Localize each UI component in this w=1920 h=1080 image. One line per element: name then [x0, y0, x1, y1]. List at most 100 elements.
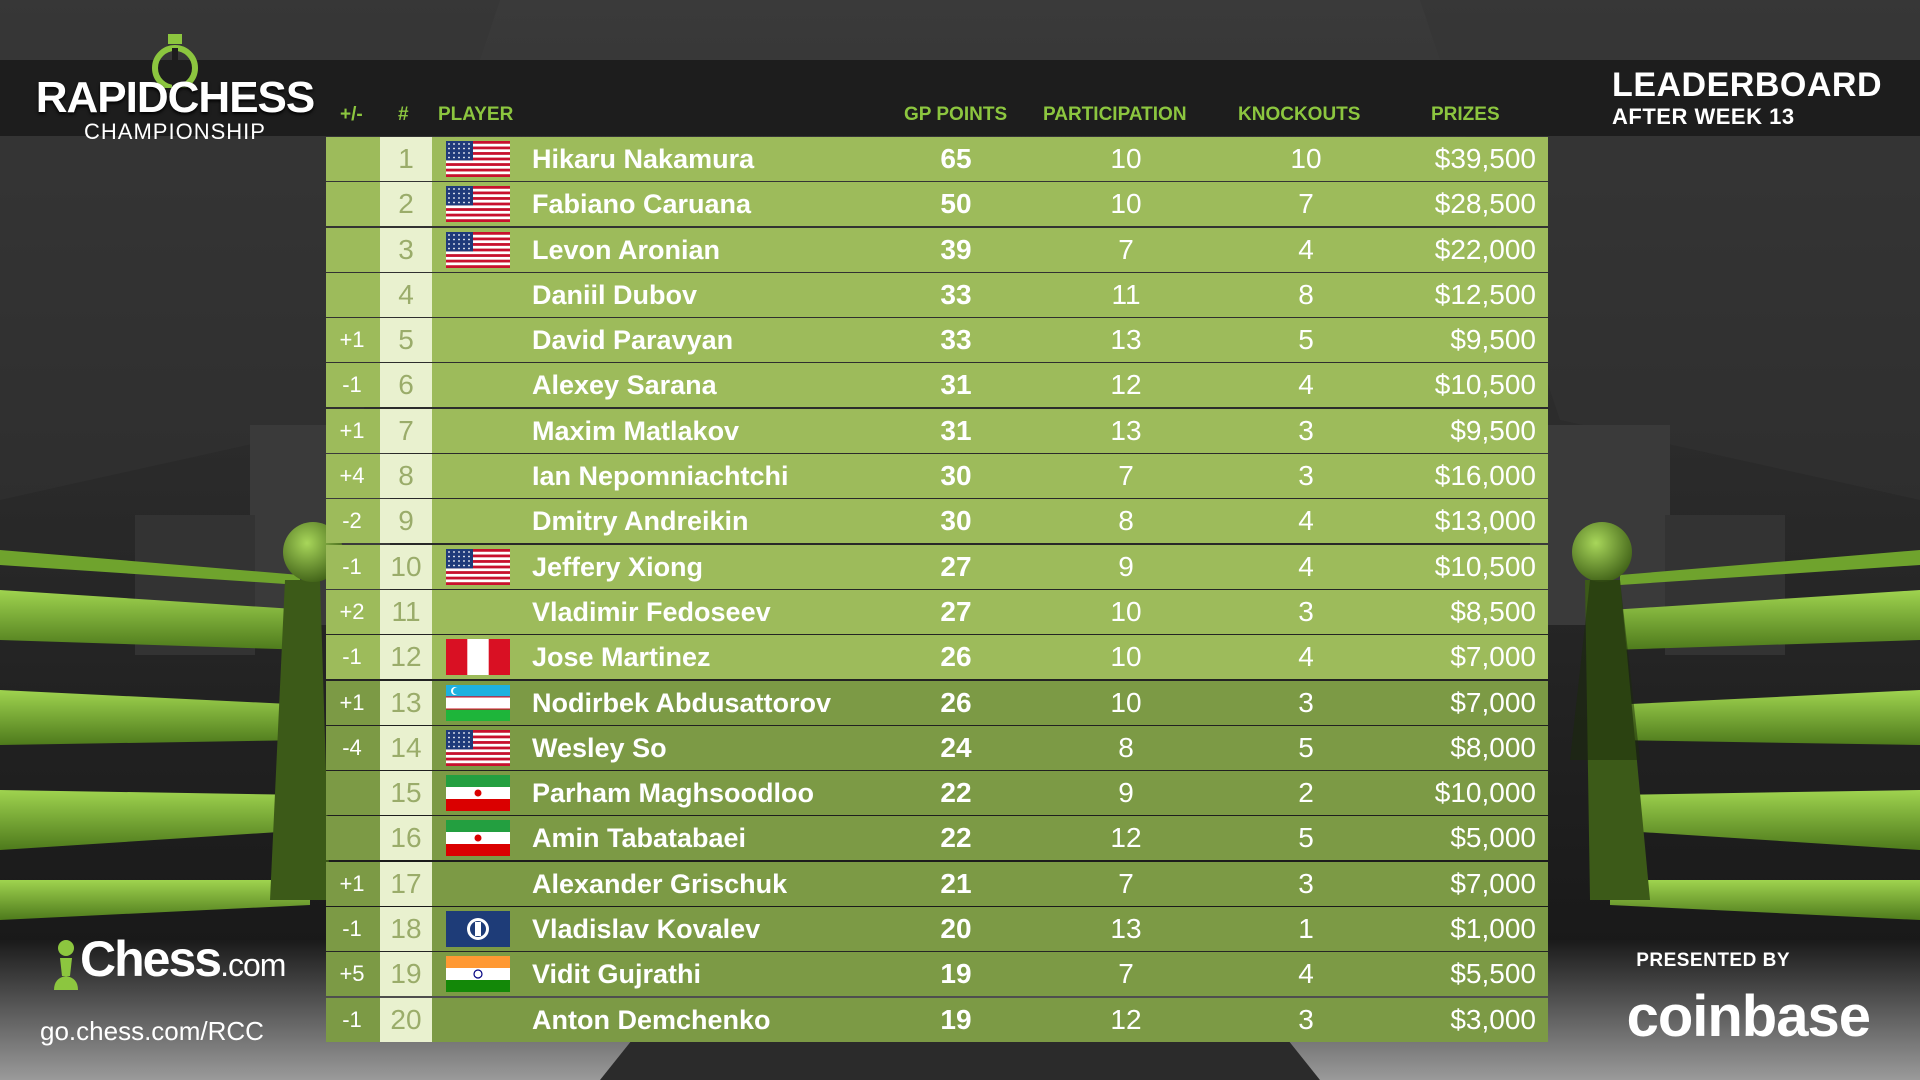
- country-flag-icon: [446, 1002, 510, 1038]
- footer-url[interactable]: go.chess.com/RCC: [40, 1016, 264, 1046]
- rank-change: +1: [339, 327, 365, 353]
- rank-number: 15: [380, 771, 432, 816]
- prize: $7,000: [1450, 641, 1536, 673]
- gp-points: 33: [940, 278, 972, 310]
- rank-change: -4: [342, 734, 362, 760]
- table-row: 3 Levon Aronian 39 7 4 $22,000: [326, 227, 1548, 272]
- rank-number: 6: [380, 363, 432, 408]
- logo-subtitle: CHAMPIONSHIP: [84, 119, 266, 144]
- gp-points: 65: [940, 143, 972, 174]
- knockouts: 4: [1298, 369, 1314, 401]
- table-row: 1 Hikaru Nakamura 65 10 10 $39,500: [326, 137, 1548, 181]
- rank-change: -1: [342, 644, 362, 670]
- participation: 10: [1110, 686, 1142, 718]
- gp-points: 26: [940, 641, 972, 673]
- country-flag-icon: [446, 503, 510, 539]
- participation: 7: [1118, 958, 1134, 990]
- participation: 7: [1118, 233, 1134, 265]
- rank-number: 2: [380, 182, 432, 227]
- gp-points: 39: [940, 233, 972, 265]
- rank-change: [326, 137, 378, 181]
- country-flag-icon: [446, 277, 510, 313]
- gp-points: 30: [940, 460, 972, 492]
- sponsor-logo: coinbase: [1626, 984, 1871, 1049]
- table-row: +1 5 David Paravyan 33 13 5 $9,500: [326, 318, 1548, 363]
- rank-number: 7: [380, 408, 432, 453]
- player-name: Alexander Grischuk: [532, 868, 788, 899]
- knockouts: 4: [1298, 958, 1314, 990]
- participation: 7: [1118, 460, 1134, 492]
- knockouts: 10: [1290, 143, 1322, 174]
- col-header-change: +/-: [340, 104, 363, 125]
- player-name: Wesley So: [532, 732, 667, 763]
- knockouts: 3: [1298, 460, 1314, 492]
- col-header-knockouts: KNOCKOUTS: [1238, 104, 1361, 125]
- gp-points: 27: [940, 595, 972, 627]
- rank-change: -1: [342, 916, 362, 942]
- rank-change: -1: [342, 553, 362, 579]
- rank-number: 8: [380, 454, 432, 499]
- table-row: +4 8 Ian Nepomniachtchi 30 7 3 $16,000: [326, 454, 1548, 499]
- player-name: Vidit Gujrathi: [532, 959, 702, 990]
- presented-by-label: PRESENTED BY: [1636, 950, 1790, 971]
- gp-points: 19: [940, 958, 972, 990]
- rank-number: 10: [380, 544, 432, 589]
- gp-points: 22: [940, 822, 972, 854]
- participation: 12: [1110, 369, 1142, 401]
- prize: $12,500: [1434, 278, 1536, 310]
- rank-number: 4: [380, 272, 432, 317]
- table-row: +1 7 Maxim Matlakov 31 13 3 $9,500: [326, 408, 1548, 453]
- table-row: -1 18 Vladislav Kovalev 20 13 1 $1,000: [326, 907, 1548, 952]
- player-name: Vladimir Fedoseev: [532, 596, 771, 627]
- prize: $9,500: [1450, 414, 1536, 446]
- country-flag-icon: [446, 367, 510, 403]
- country-flag-icon: [446, 186, 510, 223]
- player-name: Levon Aronian: [532, 234, 721, 265]
- rank-change: +4: [339, 463, 365, 489]
- rank-change: +1: [339, 689, 365, 715]
- rank-number: 14: [380, 725, 432, 770]
- knockouts: 3: [1298, 1003, 1314, 1035]
- rank-change: [326, 182, 378, 226]
- table-row: +2 11 Vladimir Fedoseev 27 10 3 $8,500: [326, 589, 1548, 634]
- table-row: 4 Daniil Dubov 33 11 8 $12,500: [326, 272, 1548, 317]
- table-row: -2 9 Dmitry Andreikin 30 8 4 $13,000: [326, 499, 1548, 544]
- rank-change: [326, 816, 378, 860]
- pawn-icon: [54, 940, 78, 990]
- player-name: Dmitry Andreikin: [532, 506, 749, 537]
- prize: $8,500: [1450, 595, 1536, 627]
- prize: $28,500: [1434, 188, 1536, 220]
- participation: 13: [1110, 324, 1142, 356]
- leaderboard-title: LEADERBOARD: [1612, 66, 1882, 104]
- knockouts: 4: [1298, 233, 1314, 265]
- prize: $9,500: [1450, 324, 1536, 356]
- table-row: 15 Parham Maghsoodloo 22 9 2 $10,000: [326, 771, 1548, 816]
- participation: 13: [1110, 913, 1142, 945]
- prize: $39,500: [1434, 143, 1536, 174]
- knockouts: 3: [1298, 595, 1314, 627]
- prize: $7,000: [1450, 686, 1536, 718]
- rank-number: 16: [380, 816, 432, 861]
- rank-change: [326, 273, 378, 317]
- col-header-player: PLAYER: [438, 104, 514, 125]
- rank-number: 19: [380, 952, 432, 997]
- knockouts: 2: [1298, 777, 1314, 809]
- gp-points: 19: [940, 1003, 972, 1035]
- rank-number: 11: [380, 589, 432, 634]
- participation: 8: [1118, 505, 1134, 537]
- participation: 9: [1118, 777, 1134, 809]
- prize: $7,000: [1450, 867, 1536, 899]
- rank-number: 1: [380, 137, 432, 181]
- participation: 10: [1110, 641, 1142, 673]
- table-row: -1 6 Alexey Sarana 31 12 4 $10,500: [326, 363, 1548, 408]
- brand-suffix: .com: [220, 947, 286, 983]
- leaderboard-table: 1 Hikaru Nakamura 65 10 10 $39,500 2 Fabiano Ca…: [326, 137, 1548, 1043]
- table-row: 2 Fabiano Caruana 50 10 7 $28,500: [326, 182, 1548, 227]
- gp-points: 27: [940, 550, 972, 582]
- prize: $13,000: [1434, 505, 1536, 537]
- prize: $22,000: [1434, 233, 1536, 265]
- country-flag-icon: [446, 639, 510, 676]
- knockouts: 3: [1298, 686, 1314, 718]
- country-flag-icon: [446, 458, 510, 494]
- player-name: Ian Nepomniachtchi: [532, 461, 789, 492]
